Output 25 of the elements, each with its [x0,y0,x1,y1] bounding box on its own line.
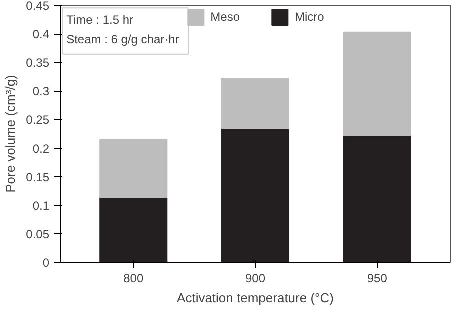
y-tick-label: 0.1 [32,198,50,213]
x-tick-label: 950 [367,272,388,286]
x-tick-label: 900 [245,272,266,286]
x-axis-title: Activation temperature (°C) [177,290,334,306]
bar [221,78,290,130]
annotation: Steam : 6 g/g char·hr [66,32,180,46]
y-tick-label: 0.35 [26,56,50,70]
y-tick-label: 0.05 [26,227,50,242]
annotation: Time : 1.5 hr [66,13,134,28]
bar [343,32,412,136]
bar [221,128,290,262]
bar [100,197,168,262]
y-tick-label: 0.45 [26,0,50,13]
y-tick-label: 0.3 [32,84,50,99]
y-tick-label: 0.4 [32,28,50,42]
y-tick-label: 0.2 [32,142,50,156]
bar [343,135,412,262]
x-tick-label: 800 [124,272,144,286]
y-tick-label: 0 [42,256,50,270]
bar [100,139,168,198]
y-tick-label: 0.25 [26,113,50,128]
legend-label: Micro [295,10,324,24]
y-tick-label: 0.15 [26,170,50,184]
legend-label: Meso [210,10,240,24]
y-axis-title: Pore volume (cm³/g) [3,75,18,193]
